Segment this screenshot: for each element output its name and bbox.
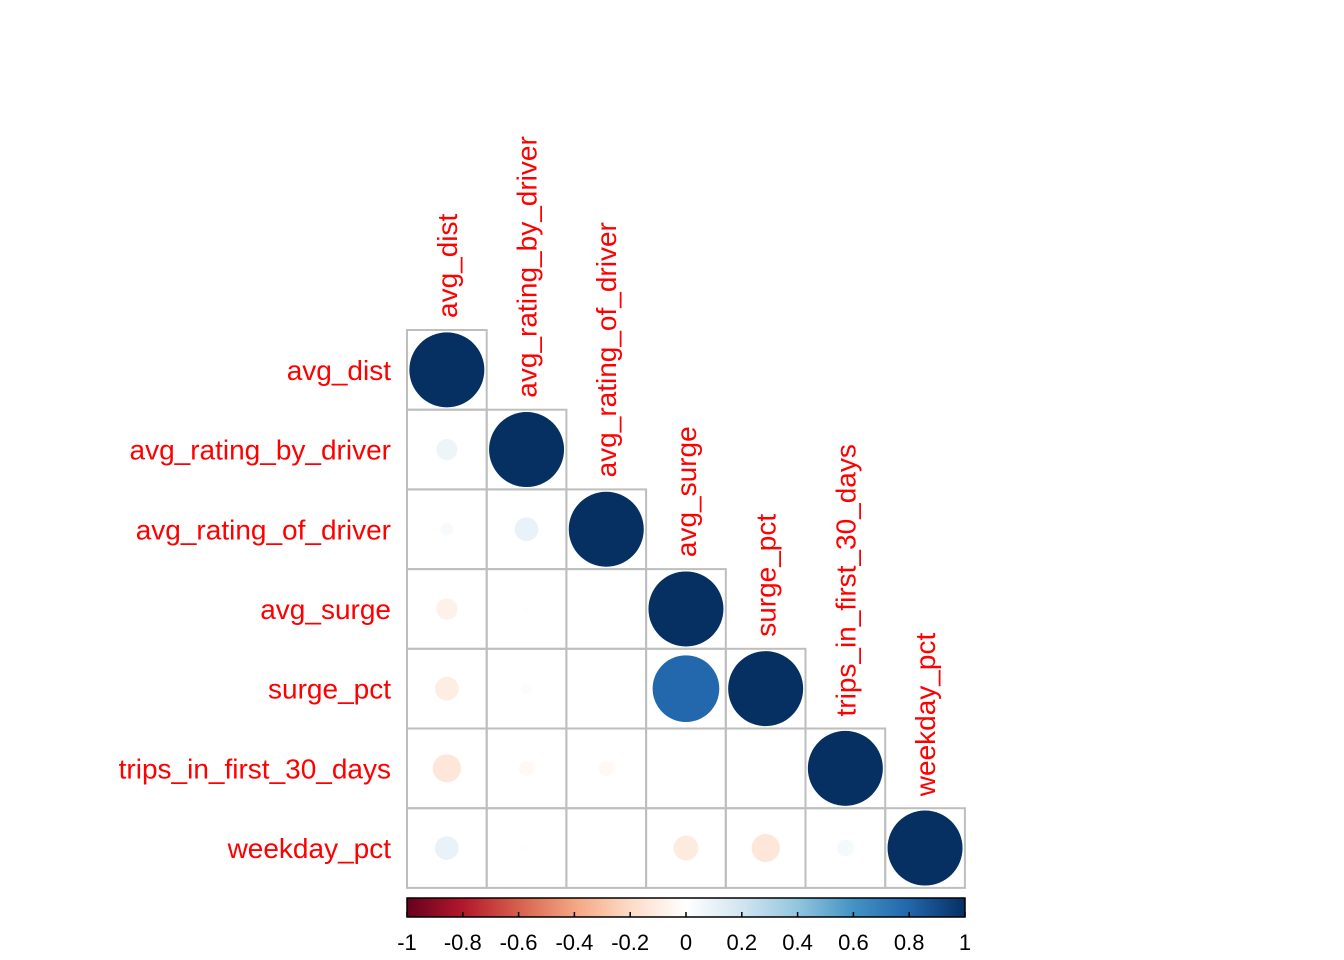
- corr-circle-avg_rating_of_driver-avg_rating_of_driver: [568, 491, 644, 567]
- row-label-avg_rating_by_driver: avg_rating_by_driver: [130, 435, 392, 466]
- colorbar-tick-label: -0.2: [611, 930, 649, 955]
- corr-circle-trips_in_first_30_days-avg_rating_by_driver: [519, 760, 535, 776]
- row-label-avg_dist: avg_dist: [287, 355, 392, 386]
- cell-weekday_pct-avg_rating_of_driver: [565, 807, 648, 889]
- column-label-avg_rating_by_driver: avg_rating_by_driver: [512, 136, 543, 398]
- cell-avg_surge-avg_rating_of_driver: [565, 568, 648, 650]
- cell-surge_pct-avg_rating_of_driver: [565, 647, 648, 730]
- row-label-weekday_pct: weekday_pct: [227, 833, 392, 864]
- corr-circle-trips_in_first_30_days-avg_rating_of_driver: [598, 760, 614, 776]
- corr-circle-avg_rating_of_driver-avg_rating_by_driver: [514, 517, 539, 542]
- corr-circle-avg_rating_of_driver-avg_dist: [440, 522, 454, 536]
- corr-circle-weekday_pct-weekday_pct: [887, 810, 963, 886]
- corr-circle-surge_pct-avg_surge: [652, 655, 720, 722]
- corr-circle-weekday_pct-trips_in_first_30_days: [836, 839, 854, 857]
- corr-circle-avg_surge-avg_dist: [436, 598, 458, 620]
- corr-circle-surge_pct-avg_rating_by_driver: [521, 683, 532, 694]
- cell-weekday_pct-weekday_pct: [884, 807, 966, 889]
- corr-circle-trips_in_first_30_days-trips_in_first_30_days: [807, 730, 883, 806]
- column-labels: avg_dist avg_rating_by_driver avg_rating_o…: [432, 136, 941, 797]
- row-label-trips_in_first_30_days: trips_in_first_30_days: [119, 753, 391, 784]
- corr-circle-avg_rating_by_driver-avg_rating_by_driver: [489, 412, 565, 488]
- cell-trips_in_first_30_days-surge_pct: [724, 727, 807, 810]
- row-labels: avg_dist avg_rating_by_driver avg_rating_o…: [119, 355, 392, 864]
- column-label-trips_in_first_30_days: trips_in_first_30_days: [830, 444, 861, 716]
- column-label-avg_surge: avg_surge: [671, 426, 702, 557]
- colorbar-tick-label: 0.2: [727, 930, 758, 955]
- colorbar-tick-label: 0.6: [838, 930, 869, 955]
- corr-circle-weekday_pct-avg_surge: [673, 835, 699, 861]
- corr-circle-surge_pct-avg_dist: [434, 676, 459, 701]
- corr-circle-trips_in_first_30_days-avg_dist: [432, 754, 461, 783]
- corr-circle-avg_surge-avg_rating_by_driver: [522, 605, 531, 613]
- corr-circle-weekday_pct-surge_pct: [751, 834, 780, 863]
- column-label-surge_pct: surge_pct: [751, 514, 782, 637]
- colorbar-tick-label: -0.8: [444, 930, 482, 955]
- colorbar-tick-label: 0.4: [782, 930, 813, 955]
- corr-circle-weekday_pct-avg_rating_by_driver: [522, 844, 531, 852]
- colorbar: -1 -0.8 -0.6 -0.4 -0.2 0 0.2 0.4 0.6 0.8 1: [397, 897, 971, 955]
- colorbar-tick-label: 1: [959, 930, 971, 955]
- colorbar-tick-label: -0.6: [500, 930, 538, 955]
- row-label-avg_surge: avg_surge: [260, 594, 391, 625]
- colorbar-ticks: -1 -0.8 -0.6 -0.4 -0.2 0 0.2 0.4 0.6 0.8 1: [397, 912, 971, 955]
- colorbar-tick-label: -1: [397, 930, 417, 955]
- colorbar-tick-label: 0.8: [894, 930, 925, 955]
- correlation-cells: [406, 329, 966, 889]
- corr-circle-avg_rating_by_driver-avg_dist: [436, 438, 458, 461]
- corr-circle-weekday_pct-avg_dist: [434, 836, 459, 860]
- colorbar-tick-label: 0: [680, 930, 692, 955]
- column-label-weekday_pct: weekday_pct: [910, 633, 941, 798]
- cell-trips_in_first_30_days-avg_surge: [645, 727, 727, 810]
- corr-circle-avg_surge-avg_surge: [648, 571, 724, 647]
- colorbar-tick-label: -0.4: [555, 930, 593, 955]
- row-label-avg_rating_of_driver: avg_rating_of_driver: [136, 514, 391, 545]
- corr-circle-surge_pct-surge_pct: [728, 651, 804, 727]
- column-label-avg_rating_of_driver: avg_rating_of_driver: [591, 222, 622, 477]
- row-label-surge_pct: surge_pct: [268, 674, 391, 705]
- column-label-avg_dist: avg_dist: [432, 213, 463, 318]
- corr-circle-avg_dist-avg_dist: [409, 332, 485, 408]
